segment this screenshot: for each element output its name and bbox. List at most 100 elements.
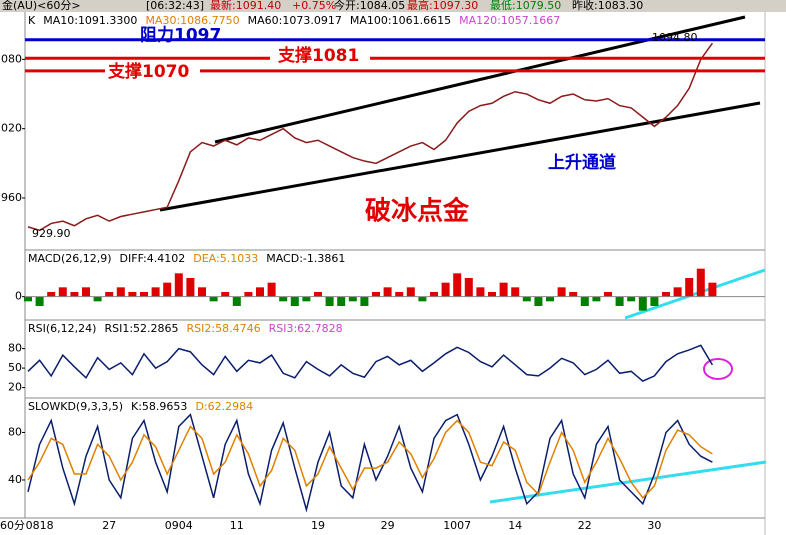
legend-text: RSI1:52.2865	[104, 322, 178, 335]
macd-bar	[174, 273, 183, 297]
macd-bar	[360, 296, 369, 306]
macd-bar	[627, 296, 636, 302]
series-line	[27, 42, 714, 232]
y-tick-label: 80	[8, 425, 22, 438]
legend-text: SLOWKD(9,3,3,5)	[28, 400, 123, 413]
macd-bar	[685, 278, 694, 297]
high: 最高:1097.30	[407, 0, 478, 12]
y-tick-label: 1020	[0, 122, 22, 135]
y-tick-label: 0	[15, 290, 22, 303]
macd-bar	[186, 278, 195, 297]
legend-text: MA100:1061.6615	[350, 14, 451, 27]
macd-bar	[279, 296, 288, 302]
prev-close: 昨收:1083.30	[572, 0, 643, 12]
macd-bar	[580, 296, 589, 306]
macd-bar	[93, 296, 102, 302]
macd-bar	[673, 287, 682, 297]
annotation-text: 1094.80	[652, 31, 698, 44]
macd-bar	[267, 282, 276, 297]
macd-bar	[511, 287, 520, 297]
macd-bar	[256, 287, 264, 297]
macd-bar	[638, 296, 647, 311]
annotation-text: 上升通道	[548, 152, 616, 173]
legend-text: DIFF:4.4102	[120, 252, 186, 265]
legend-text: MACD:-1.3861	[266, 252, 345, 265]
macd-bar	[476, 287, 485, 297]
period: 60分	[0, 519, 25, 532]
y-tick-label: 50	[8, 361, 22, 374]
symbol: 金(AU)<60分>	[2, 0, 81, 12]
legend-text: D:62.2984	[195, 400, 253, 413]
macd-bar	[708, 282, 717, 297]
level-label: 支撑1081	[278, 45, 359, 66]
macd-bar	[232, 296, 241, 306]
x-tick-label: 11	[230, 519, 244, 532]
macd-bar	[406, 287, 415, 297]
macd-bar	[128, 292, 137, 297]
macd-bar	[24, 296, 32, 302]
legend-text: MA10:1091.3300	[43, 14, 137, 27]
legend-text: K:58.9653	[131, 400, 187, 413]
x-tick-label: 30	[647, 519, 661, 532]
x-tick-label: 22	[578, 519, 592, 532]
macd-bar	[488, 292, 496, 297]
macd-bar	[615, 296, 624, 306]
trend-line	[624, 268, 766, 320]
series-line	[27, 419, 713, 499]
legend-text: MA30:1086.7750	[145, 14, 239, 27]
macd-bar	[441, 282, 450, 297]
x-tick-label: 19	[311, 519, 325, 532]
x-tick-label: 14	[508, 519, 522, 532]
annotation-text: 929.90	[32, 227, 71, 240]
macd-bar	[604, 292, 612, 297]
level-label: 支撑1070	[108, 61, 189, 82]
level-label: 阻力1097	[140, 25, 221, 46]
macd-bar	[105, 292, 114, 297]
macd-bar	[546, 296, 554, 302]
macd-bar	[522, 296, 531, 302]
trend-line	[489, 460, 767, 504]
annotation-text: 破冰点金	[365, 196, 470, 227]
legend-text: MA120:1057.1667	[459, 14, 560, 27]
macd-bar	[209, 296, 218, 302]
y-tick-label: 960	[1, 191, 22, 204]
legend-text: DEA:5.1033	[193, 252, 258, 265]
y-tick-label: 20	[8, 381, 22, 394]
macd-bar	[430, 292, 438, 297]
macd-bar	[35, 296, 44, 306]
macd-bar	[244, 292, 253, 297]
legend-text: RSI2:58.4746	[187, 322, 261, 335]
legend-text: K	[28, 14, 36, 27]
macd-bar	[140, 292, 148, 297]
legend-text: RSI3:62.7828	[269, 322, 343, 335]
macd-bar	[383, 287, 392, 297]
macd-bar	[116, 287, 125, 297]
macd-bar	[696, 268, 705, 297]
macd-bar	[348, 296, 357, 302]
macd-bar	[221, 292, 230, 297]
x-tick-label: 0818	[26, 519, 54, 532]
macd-bar	[163, 282, 172, 297]
macd-bar	[58, 287, 67, 297]
macd-bar	[499, 282, 508, 297]
macd-bar	[47, 292, 56, 297]
macd-bar	[662, 292, 670, 297]
macd-bar	[82, 287, 90, 297]
change: +0.75%	[292, 0, 336, 12]
series-line	[27, 344, 714, 382]
latest: 最新:1091.40	[210, 0, 281, 12]
series-line	[27, 413, 713, 513]
macd-bar	[453, 273, 462, 297]
channel-line	[159, 101, 761, 212]
channel-line	[214, 15, 746, 144]
macd-bar	[325, 296, 334, 306]
macd-bar	[151, 287, 160, 297]
x-tick-label: 0904	[165, 519, 193, 532]
time: [06:32:43]	[146, 0, 204, 12]
header-bar	[0, 0, 786, 12]
open: 今开:1084.05	[334, 0, 405, 12]
y-tick-label: 40	[8, 473, 22, 486]
legend-text: MACD(26,12,9)	[28, 252, 112, 265]
macd-bar	[418, 296, 427, 302]
